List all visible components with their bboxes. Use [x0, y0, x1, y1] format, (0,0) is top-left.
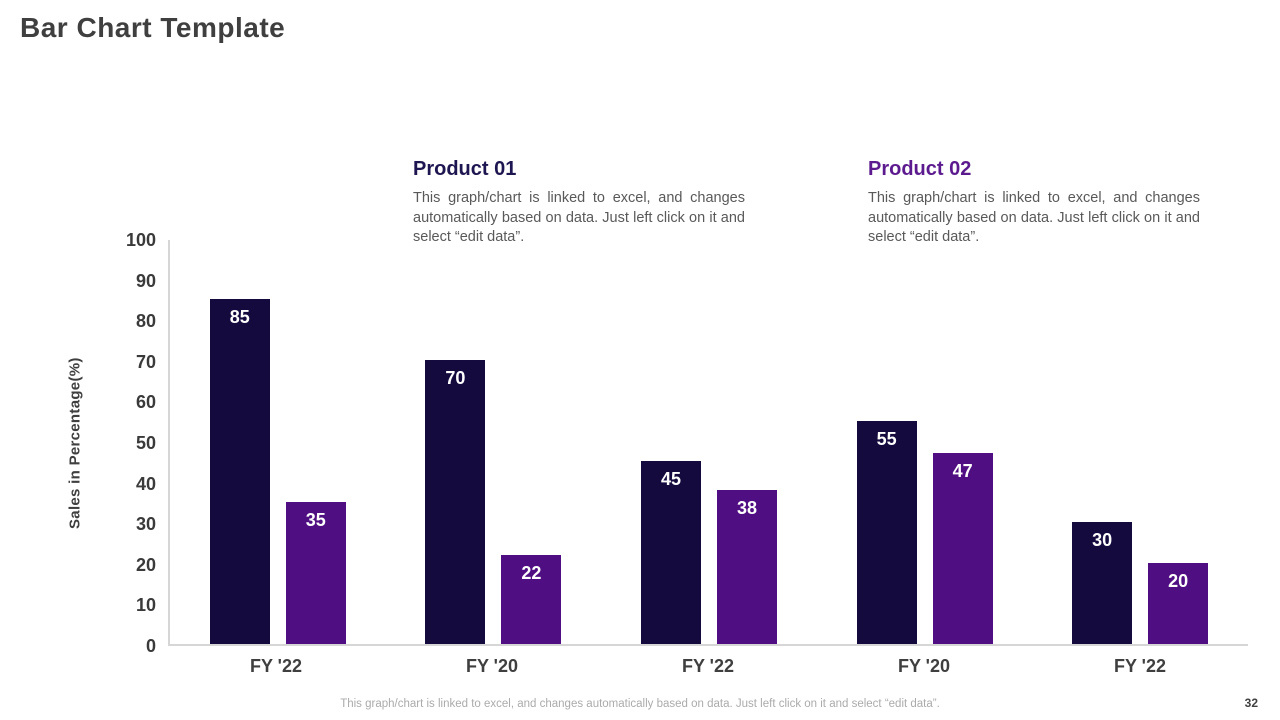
bar-group: 30 20	[1032, 240, 1248, 644]
x-axis-label: FY '20	[466, 656, 518, 676]
bar-value-label: 22	[521, 562, 542, 583]
product-01-block: Product 01 This graph/chart is linked to…	[413, 158, 753, 248]
bar-product-02[interactable]: 35	[285, 501, 346, 644]
bar-product-01[interactable]: 70	[425, 359, 486, 644]
product-01-description: This graph/chart is linked to excel, and…	[413, 190, 745, 245]
bar-value-label: 35	[305, 509, 326, 530]
product-01-title: Product 01	[413, 158, 517, 180]
bar-product-02[interactable]: 38	[716, 489, 777, 644]
y-axis-tick-label: 30	[135, 514, 156, 535]
bar-group: 85 35	[170, 240, 386, 644]
bar-value-label: 45	[660, 469, 681, 490]
x-axis-label: FY '20	[898, 656, 950, 676]
x-axis-label: FY '22	[682, 656, 734, 676]
y-axis-tick-label: 10	[135, 595, 156, 616]
y-axis-tick-label: 20	[135, 554, 156, 575]
bar-value-label: 30	[1092, 530, 1113, 551]
y-axis-tick-label: 40	[135, 473, 156, 494]
bar-product-01[interactable]: 85	[209, 298, 270, 644]
bar-value-label: 70	[445, 367, 466, 388]
bar-product-01[interactable]: 55	[856, 420, 917, 644]
bar-value-label: 20	[1168, 570, 1189, 591]
bar-group: 55 47	[817, 240, 1033, 644]
footer-note: This graph/chart is linked to excel, and…	[340, 698, 940, 710]
y-axis-tick-label: 50	[135, 433, 156, 453]
y-axis-tick-label: 60	[135, 392, 156, 413]
product-02-description: This graph/chart is linked to excel, and…	[868, 190, 1200, 245]
bar-chart-plot-area[interactable]: 85 35 70 22 45 38 55 47 30 20	[168, 240, 1248, 646]
bar-value-label: 55	[876, 428, 897, 449]
bar-value-label: 38	[736, 497, 757, 518]
bar-product-02[interactable]: 20	[1148, 562, 1209, 644]
bar-group: 45 38	[601, 240, 817, 644]
bar-product-02[interactable]: 22	[501, 554, 562, 644]
x-axis-label: FY '22	[250, 656, 302, 676]
bar-value-label: 47	[952, 461, 973, 482]
y-axis-title: Sales in Percentage(%)	[66, 357, 84, 529]
y-axis-tick-label: 0	[145, 636, 156, 656]
y-axis-tick-label: 70	[135, 351, 156, 372]
bar-product-01[interactable]: 45	[640, 461, 701, 644]
product-02-block: Product 02 This graph/chart is linked to…	[868, 158, 1208, 248]
y-axis-tick-label: 90	[135, 270, 156, 291]
x-axis-labels: FY '22 FY '20 FY '22 FY '20 FY '22	[168, 656, 1248, 677]
y-axis-tick-label: 80	[135, 311, 156, 332]
bar-value-label: 85	[229, 306, 250, 327]
x-axis-label: FY '22	[1114, 656, 1166, 676]
bar-product-01[interactable]: 30	[1072, 522, 1133, 644]
product-02-title: Product 02	[868, 158, 972, 180]
page-number: 32	[1244, 696, 1258, 710]
y-axis-ticks: 0 10 20 30 40 50 60 70 80 90 100	[100, 230, 156, 656]
bar-product-02[interactable]: 47	[932, 453, 993, 644]
page-title: Bar Chart Template	[20, 12, 286, 43]
bar-group: 70 22	[386, 240, 602, 644]
y-axis-tick-label: 100	[125, 230, 156, 250]
